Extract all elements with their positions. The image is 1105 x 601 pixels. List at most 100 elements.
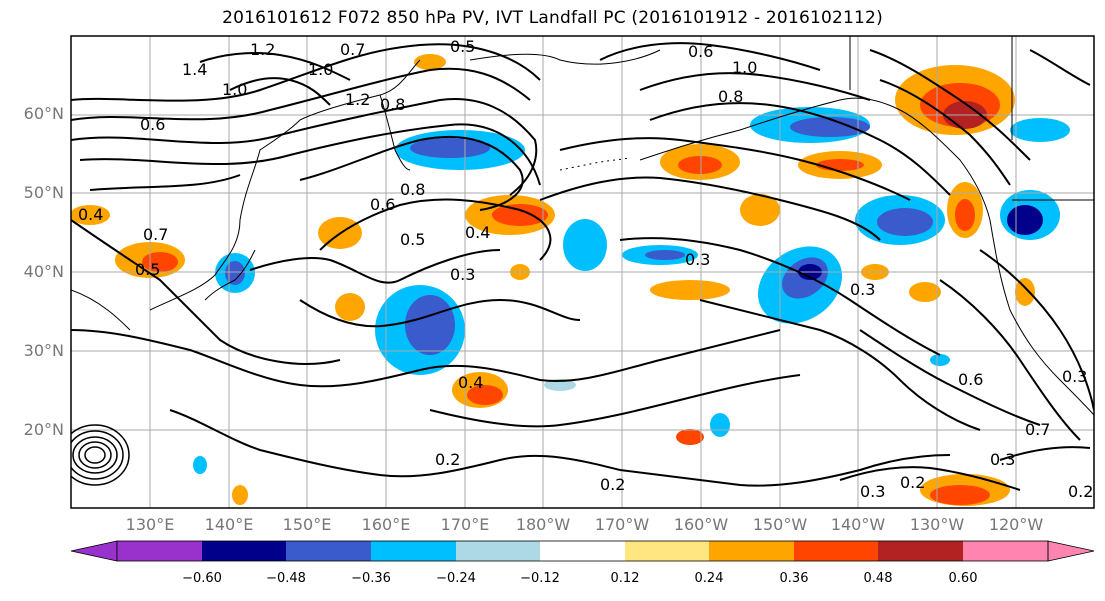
lon-label: 160°E xyxy=(361,515,411,534)
lon-label: 120°W xyxy=(988,515,1044,534)
colorbar-segment-5 xyxy=(540,541,625,561)
colorbar-segment-9 xyxy=(878,541,963,561)
neg-blob-small3 xyxy=(930,354,950,366)
tropical-contours xyxy=(71,424,130,486)
pos-blob-trop xyxy=(676,429,704,445)
contour-label: 0.2 xyxy=(435,450,460,469)
colorbar-tick-label: −0.60 xyxy=(182,571,222,586)
contour-label: 0.5 xyxy=(135,260,160,279)
pos-blob-east xyxy=(650,280,730,300)
lat-label: 30°N xyxy=(23,341,64,360)
neg-blob-gulf-core xyxy=(790,117,870,137)
lon-label: 160°W xyxy=(673,515,729,534)
pv-contours xyxy=(71,42,1094,491)
contour-label: 0.6 xyxy=(370,195,395,214)
contour-label: 1.0 xyxy=(222,80,247,99)
colorbar-tick-label: 0.12 xyxy=(610,571,640,586)
contour-label: 0.4 xyxy=(465,223,490,242)
lon-label: 150°E xyxy=(282,515,332,534)
colorbar-extend-high xyxy=(1047,540,1095,562)
colorbar-segment-3 xyxy=(371,541,456,561)
neg-blob-central-core xyxy=(405,295,455,355)
pos-blob-aleut-core xyxy=(678,156,722,174)
lon-label: 170°W xyxy=(594,515,650,534)
neg-blob-nw-core xyxy=(877,208,933,236)
neg-blob-small1 xyxy=(193,456,207,474)
pos-blob-gulf-core xyxy=(816,159,864,171)
colorbar-segment-2 xyxy=(286,541,371,561)
contour-label: 0.8 xyxy=(718,87,743,106)
contour-label: 0.7 xyxy=(340,40,365,59)
colorbar-segment-4 xyxy=(456,541,540,561)
neg-blob-dateline-core xyxy=(645,250,685,260)
neg-blob-small2 xyxy=(710,413,730,437)
canada-boundary xyxy=(849,36,1094,201)
contour-label: 1.0 xyxy=(732,58,757,77)
pos-blob-west xyxy=(71,205,110,225)
coastlines xyxy=(71,36,1094,416)
colorbar-tick-label: 0.60 xyxy=(948,571,978,586)
coastline-kamchatka xyxy=(379,94,411,171)
neg-blob-japan-core xyxy=(225,261,245,285)
pos-blob-east2 xyxy=(909,282,941,302)
colorbar-tick-label: −0.48 xyxy=(266,571,306,586)
lon-label: 140°W xyxy=(830,515,886,534)
pos-blob-mid xyxy=(740,194,780,226)
lat-label: 40°N xyxy=(23,262,64,281)
contour-label: 0.7 xyxy=(143,225,168,244)
pos-blob-n xyxy=(414,54,446,70)
colorbar-tick-label: −0.24 xyxy=(436,571,476,586)
contour-label: 1.4 xyxy=(182,60,207,79)
pos-blob-bering-core xyxy=(492,204,548,226)
contour-label: 0.8 xyxy=(380,95,405,114)
colorbar-segment-10 xyxy=(963,541,1048,561)
contour-label: 0.8 xyxy=(400,180,425,199)
neg-blob-kamchatka-core xyxy=(410,138,490,158)
lon-label: 130°W xyxy=(909,515,965,534)
lat-label: 50°N xyxy=(23,183,64,202)
contour-label: 0.6 xyxy=(958,370,983,389)
map-frame xyxy=(70,35,1095,509)
colorbar-frame xyxy=(116,540,1049,562)
neg-blob-canada-core xyxy=(1007,205,1043,235)
contour-label: 0.2 xyxy=(1068,482,1093,501)
contour-label: 0.3 xyxy=(860,482,885,501)
pos-blob-west2 xyxy=(335,293,365,321)
contour-label: 0.2 xyxy=(600,475,625,494)
contour-label: 1.0 xyxy=(308,60,333,79)
contour-label: 0.2 xyxy=(900,473,925,492)
map-plot-area: 1.4 1.0 1.2 0.7 0.5 1.0 1.2 0.8 0.6 1.0 … xyxy=(71,36,1094,508)
contour-label: 1.2 xyxy=(345,90,370,109)
contour-label: 0.4 xyxy=(458,373,483,392)
pos-blob-small2 xyxy=(232,485,248,505)
lon-label: 170°E xyxy=(440,515,490,534)
neg-blob-ak xyxy=(1010,118,1070,142)
colorbar xyxy=(70,540,1095,562)
contour-label: 0.3 xyxy=(450,265,475,284)
lon-label: 180°W xyxy=(515,515,571,534)
contour-label: 0.6 xyxy=(688,42,713,61)
coastline-japan xyxy=(204,249,256,301)
lon-label: 140°E xyxy=(204,515,254,534)
coastline-asia xyxy=(71,59,421,331)
contour-label: 0.3 xyxy=(850,280,875,299)
contour-label: 0.5 xyxy=(400,230,425,249)
pos-blob-coast xyxy=(1015,278,1035,306)
contour-label: 0.4 xyxy=(78,205,103,224)
lon-label: 130°E xyxy=(125,515,175,534)
contour-label: 0.3 xyxy=(1062,367,1087,386)
colorbar-segment-7 xyxy=(709,541,794,561)
contour-label: 0.7 xyxy=(1025,420,1050,439)
negative-anomaly-fills xyxy=(193,107,1070,474)
lat-label: 20°N xyxy=(23,420,64,439)
neg-blob-mid xyxy=(563,219,607,271)
colorbar-extend-low xyxy=(70,540,118,562)
contour-label: 0.3 xyxy=(990,450,1015,469)
colorbar-tick-label: −0.36 xyxy=(351,571,391,586)
contour-label: 1.2 xyxy=(250,40,275,59)
pos-blob-se-core xyxy=(930,485,990,505)
figure-title: 2016101612 F072 850 hPa PV, IVT Landfall… xyxy=(222,8,883,28)
colorbar-segment-1 xyxy=(202,541,286,561)
neg-blob-small4 xyxy=(544,379,576,391)
